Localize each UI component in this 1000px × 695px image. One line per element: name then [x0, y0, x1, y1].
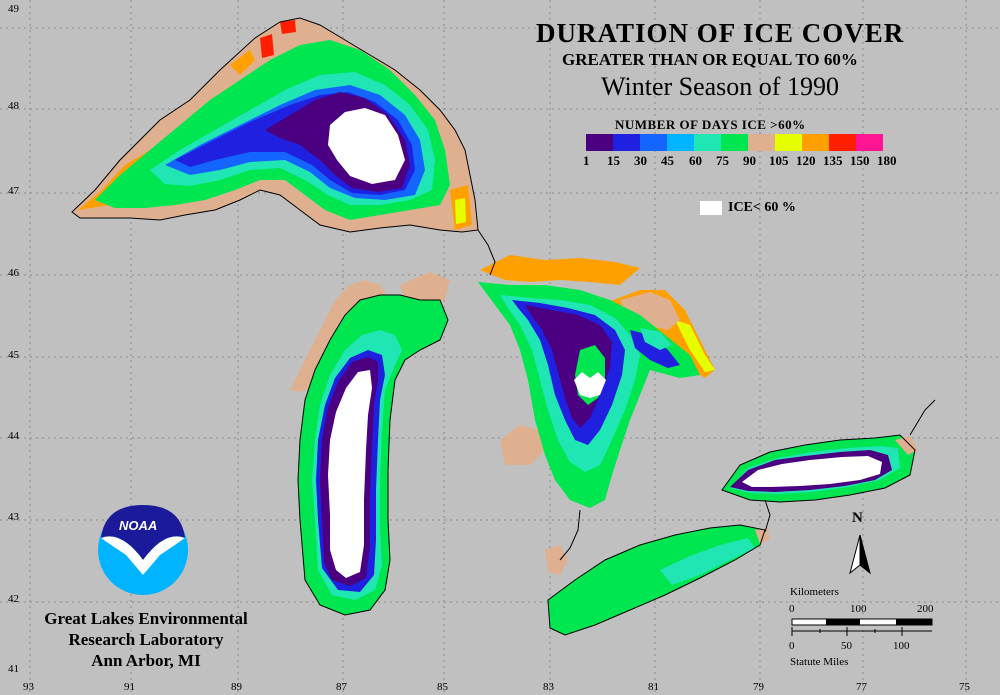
latitude-label: 46: [8, 267, 19, 279]
latitude-label: 49: [8, 3, 19, 15]
legend-tick-label: 180: [877, 153, 897, 168]
longitude-label: 75: [959, 681, 970, 693]
lake-ontario: [722, 435, 918, 502]
longitude-label: 91: [124, 681, 135, 693]
shorelines: [71, 17, 916, 636]
lake-huron: [478, 255, 715, 508]
scale-bar: [791, 618, 933, 636]
latitude-label: 48: [8, 100, 19, 112]
lab-line-2: Research Laboratory: [68, 630, 224, 649]
legend-tick-label: 15: [607, 153, 620, 168]
longitude-label: 81: [648, 681, 659, 693]
scale-km-tick: 200: [917, 603, 934, 615]
scale-km-title: Kilometers: [790, 586, 839, 598]
scale-mi-tick: 0: [789, 640, 795, 652]
longitude-label: 93: [23, 681, 34, 693]
longitude-label: 85: [437, 681, 448, 693]
legend-swatch: [748, 134, 775, 151]
legend-swatch: [694, 134, 721, 151]
legend-tick-label: 150: [850, 153, 870, 168]
longitude-label: 79: [753, 681, 764, 693]
noaa-logo-text: NOAA: [119, 518, 158, 533]
lab-line-1: Great Lakes Environmental: [44, 609, 248, 628]
longitude-label: 89: [231, 681, 242, 693]
longitude-label: 87: [336, 681, 347, 693]
legend-tick-label: 90: [743, 153, 756, 168]
legend-tick-label: 45: [661, 153, 674, 168]
connecting-channels: [477, 229, 936, 561]
lake-erie: [545, 525, 770, 635]
map-subtitle: GREATER THAN OR EQUAL TO 60%: [562, 50, 858, 69]
legend-swatch: [640, 134, 667, 151]
legend-color-bar: [586, 134, 883, 151]
season-label: Winter Season of 1990: [601, 72, 839, 101]
legend-tick-label: 120: [796, 153, 816, 168]
legend-tick-label: 1: [583, 153, 590, 168]
legend-swatch: [667, 134, 694, 151]
latitude-label: 42: [8, 593, 19, 605]
latitude-label: 41: [8, 663, 19, 675]
scale-km-tick: 0: [789, 603, 795, 615]
ice-legend-label: ICE< 60 %: [728, 200, 796, 215]
legend-tick-label: 105: [769, 153, 789, 168]
lab-line-3: Ann Arbor, MI: [91, 651, 201, 670]
legend-swatch: [802, 134, 829, 151]
longitude-label: 83: [543, 681, 554, 693]
legend-heading: NUMBER OF DAYS ICE >60%: [615, 117, 806, 132]
scale-mi-title: Statute Miles: [790, 656, 849, 668]
latitude-label: 44: [8, 430, 19, 442]
ice-legend-swatch: [700, 201, 722, 215]
legend-tick-label: 30: [634, 153, 647, 168]
longitude-label: 77: [856, 681, 867, 693]
legend-tick-label: 135: [823, 153, 843, 168]
north-label: N: [852, 510, 863, 526]
lab-credit: Great Lakes Environmental Research Labor…: [36, 608, 256, 671]
latitude-label: 43: [8, 511, 19, 523]
north-arrow: [849, 534, 871, 575]
latitude-label: 47: [8, 185, 19, 197]
legend-swatch: [829, 134, 856, 151]
scale-mi-tick: 50: [841, 640, 852, 652]
legend-swatch: [721, 134, 748, 151]
lake-superior: [72, 18, 478, 232]
legend-swatch: [775, 134, 802, 151]
map-title: DURATION OF ICE COVER: [536, 18, 905, 48]
legend-swatch: [586, 134, 613, 151]
noaa-logo: [98, 505, 188, 595]
legend-tick-label: 75: [716, 153, 729, 168]
lake-michigan: [290, 272, 450, 615]
legend-swatch: [613, 134, 640, 151]
scale-km-tick: 100: [850, 603, 867, 615]
scale-mi-tick: 100: [893, 640, 910, 652]
legend-tick-label: 60: [689, 153, 702, 168]
latitude-label: 45: [8, 349, 19, 361]
legend-swatch: [856, 134, 883, 151]
